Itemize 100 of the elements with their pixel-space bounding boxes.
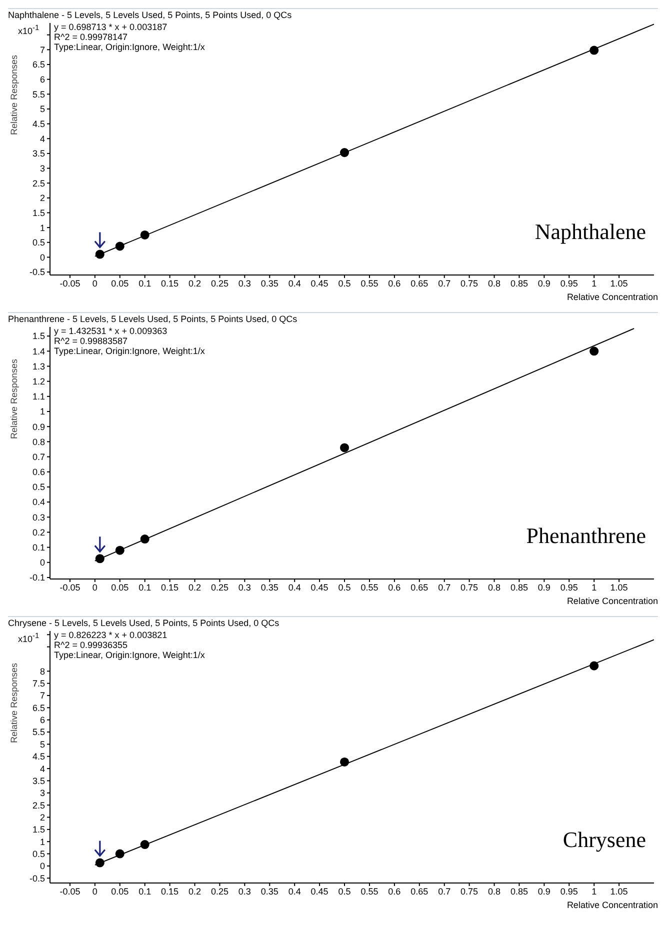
x-tick-label: 0.75 <box>460 886 478 896</box>
annotation: y = 0.698713 * x + 0.003187 <box>54 22 168 32</box>
y-tick-label: 1 <box>40 836 45 847</box>
x-tick-label: 0.2 <box>188 278 202 288</box>
y-tick-label: 0 <box>40 252 45 262</box>
x-tick-label: 0.1 <box>138 886 152 896</box>
point <box>95 858 104 868</box>
y-tick-label: 2.5 <box>32 800 45 810</box>
y-tick-label: 3.5 <box>32 776 45 786</box>
x-tick-label: -0.05 <box>60 886 80 896</box>
y-tick-label: 3 <box>40 788 45 798</box>
x-axis-title: Relative Concentration <box>566 596 658 606</box>
x-tick-label: 0.25 <box>210 278 228 288</box>
x-tick-label: 0.95 <box>560 278 578 288</box>
x-tick-label: 0.65 <box>410 278 428 288</box>
chart-title: Naphthalene - 5 Levels, 5 Levels Used, 5 Points, 5 Points Used, 0 QCs <box>8 9 293 21</box>
y-tick-label: 5 <box>40 739 45 750</box>
y-tick-label: 1.5 <box>32 824 45 835</box>
x-tick-label: 0.3 <box>238 278 251 288</box>
x-tick-label: 0.7 <box>438 278 451 288</box>
annotation: R^2 = 0.99978147 <box>54 32 129 42</box>
y-tick-label: 7 <box>40 44 45 55</box>
x-tick-label: 0.55 <box>360 886 378 896</box>
y-tick-label: 2.5 <box>32 178 45 188</box>
x-tick-label: 0.85 <box>510 886 528 896</box>
y-tick-label: 0.5 <box>32 482 45 492</box>
annotation: Phenanthrene <box>526 523 646 549</box>
x-tick-label: 0.45 <box>310 582 328 592</box>
point <box>340 148 350 158</box>
x-tick-label: 0.25 <box>210 886 228 896</box>
y-tick-label: 7 <box>40 690 45 701</box>
y-tick-label: 0 <box>40 558 45 568</box>
point <box>115 546 124 555</box>
y-tick-label: -0.5 <box>29 873 45 884</box>
y-axis-title: Relative Responses <box>9 54 19 136</box>
text: x10$^{-1}$ <box>18 23 40 36</box>
annotation: R^2 = 0.99936355 <box>54 640 129 650</box>
y-axis-title: Relative Responses <box>9 358 19 440</box>
y-tick-label: 2 <box>40 812 45 822</box>
x-tick-label: 0.75 <box>460 278 478 288</box>
y-tick-label: 0.6 <box>32 467 45 478</box>
annotation: Type:Linear, Origin:Ignore, Weight:1/x <box>54 650 205 660</box>
y-tick-label: 7.5 <box>32 678 45 689</box>
y-tick-label: -0.5 <box>29 267 45 278</box>
point <box>590 46 599 55</box>
x-tick-label: 0.9 <box>538 582 550 592</box>
x-tick-label: 0.65 <box>410 582 428 592</box>
x-tick-label: 0.55 <box>360 278 378 288</box>
y-tick-label: 0.2 <box>32 527 45 538</box>
point <box>140 840 150 850</box>
x-tick-label: 1 <box>592 582 597 592</box>
x-tick-label: 0.75 <box>460 582 478 592</box>
annotation: Type:Linear, Origin:Ignore, Weight:1/x <box>54 42 205 52</box>
x-tick-label: 1 <box>592 886 597 896</box>
x-tick-label: 0.2 <box>188 582 202 592</box>
x-tick-label: 0.1 <box>138 582 152 592</box>
y-tick-label: 1.3 <box>32 361 45 372</box>
y-tick-label: 0.5 <box>32 238 45 248</box>
y-tick-label: 2 <box>40 193 45 204</box>
y-tick-label: 4.5 <box>32 752 45 762</box>
x-tick-label: 0.35 <box>260 582 278 592</box>
x-tick-label: 0.1 <box>138 278 152 288</box>
y-tick-label: 0.5 <box>32 848 45 859</box>
x-tick-label: 0.8 <box>488 582 501 592</box>
point <box>95 554 104 564</box>
x-tick-label: 0.95 <box>560 886 578 896</box>
x-tick-label: 0.05 <box>111 582 129 592</box>
y-tick-label: 0.4 <box>32 497 45 508</box>
y-tick-label: 1.5 <box>32 331 45 342</box>
x-tick-label: 0.35 <box>260 886 278 896</box>
annotation: Type:Linear, Origin:Ignore, Weight:1/x <box>54 346 205 356</box>
x-tick-label: 0.2 <box>188 886 202 896</box>
y-tick-label: 5.5 <box>32 727 45 738</box>
y-tick-label: 0.9 <box>32 422 45 432</box>
y-tick-label: 4 <box>40 134 45 144</box>
x-tick-label: 0.05 <box>111 886 129 896</box>
x-tick-label: 0.3 <box>238 582 251 592</box>
y-tick-label: 6 <box>40 74 45 85</box>
y-tick-label: 1.4 <box>32 346 45 356</box>
point <box>115 242 124 251</box>
y-tick-label: 3 <box>40 163 45 174</box>
y-tick-label: 3.5 <box>32 148 45 159</box>
x-tick-label: 0.5 <box>338 278 351 288</box>
x-tick-label: 0 <box>92 278 98 288</box>
x-tick-label: 0.7 <box>438 582 451 592</box>
x-tick-label: 0.15 <box>161 278 179 288</box>
x-tick-label: 0 <box>92 582 98 592</box>
point <box>340 443 350 452</box>
y-tick-label: -0.1 <box>29 572 45 583</box>
x-tick-label: 0.25 <box>210 582 228 592</box>
x-axis-title: Relative Concentration <box>566 900 658 910</box>
point <box>140 534 150 544</box>
y-tick-label: 4 <box>40 764 45 774</box>
y-tick-label: 1.1 <box>32 392 45 402</box>
x-tick-label: 0.6 <box>388 278 401 288</box>
x-tick-label: 0.8 <box>488 278 501 288</box>
text: x10$^{-1}$ <box>18 631 40 644</box>
y-tick-label: 6.5 <box>32 702 45 713</box>
x-tick-label: 0.95 <box>560 582 578 592</box>
x-tick-label: 0.15 <box>161 582 179 592</box>
